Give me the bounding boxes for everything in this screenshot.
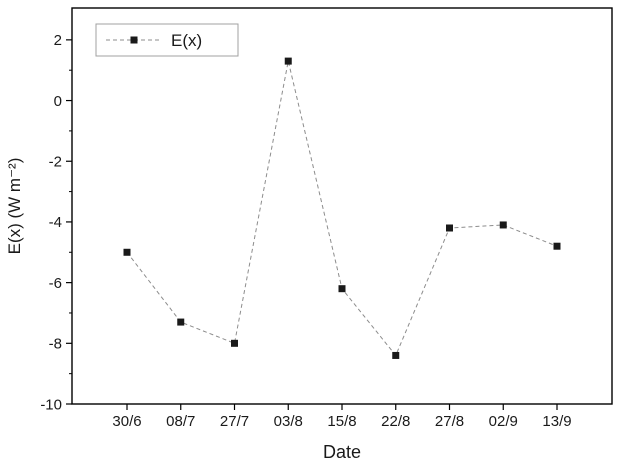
x-tick-label: 27/7 [220, 413, 249, 430]
legend-box [95, 23, 239, 57]
x-tick-label: 27/8 [435, 413, 464, 430]
y-tick-label: -10 [40, 396, 62, 413]
y-tick-label: 2 [54, 32, 62, 49]
y-tick-label: 0 [54, 93, 62, 110]
x-tick-label: 02/9 [489, 413, 518, 430]
legend-marker [130, 36, 138, 44]
data-point-marker [123, 248, 131, 256]
x-tick-label: 30/6 [112, 413, 141, 430]
x-axis-ticks: 30/6 08/7 27/7 03/8 15/8 22/8 27/8 02/9 13/9 [112, 404, 572, 430]
x-tick-label: 22/8 [381, 413, 410, 430]
x-axis-title: Date [323, 442, 361, 462]
y-axis-title: E(x) (W m⁻²) [5, 158, 24, 255]
y-tick-label: -6 [49, 275, 62, 292]
x-tick-label: 15/8 [327, 413, 356, 430]
y-tick-label: -2 [49, 153, 62, 170]
y-tick-label: -8 [49, 336, 62, 353]
data-point-marker [177, 318, 185, 326]
data-point-marker [231, 339, 238, 347]
y-axis-ticks: -10 -8 -6 -4 -2 0 2 [40, 32, 72, 413]
data-point-marker [499, 221, 507, 229]
data-point-marker [338, 285, 346, 293]
data-point-marker [553, 242, 561, 250]
data-point-marker [392, 351, 400, 359]
series-markers [123, 57, 561, 359]
data-point-marker [446, 224, 453, 232]
x-tick-label: 03/8 [274, 413, 303, 430]
x-tick-label: 08/7 [166, 413, 195, 430]
y-tick-label: -4 [49, 214, 62, 231]
plot-border [71, 7, 613, 405]
legend-label: E(x) [171, 31, 202, 50]
x-tick-label: 13/9 [542, 413, 571, 430]
series-line [126, 60, 558, 357]
legend: E(x) [95, 23, 239, 57]
data-point-marker [284, 57, 292, 65]
